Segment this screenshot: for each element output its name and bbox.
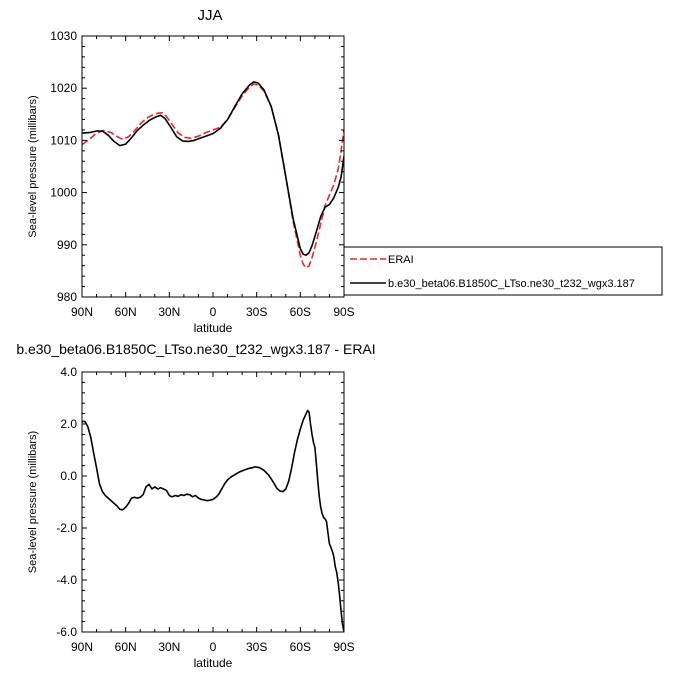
x-tick-label: 0 <box>210 305 217 319</box>
y-tick-label: 1020 <box>50 81 77 95</box>
y-tick-label: 0.0 <box>60 469 77 483</box>
x-tick-label: 60N <box>115 305 137 319</box>
x-axis-label: latitude <box>194 656 233 670</box>
y-tick-label: 1030 <box>50 29 77 43</box>
y-tick-label: 4.0 <box>60 365 77 379</box>
y-tick-label: 990 <box>57 238 77 252</box>
y-tick-label: -2.0 <box>56 521 77 535</box>
chart-title: b.e30_beta06.B1850C_LTso.ne30_t232_wgx3.… <box>16 341 375 357</box>
plot-frame <box>81 35 345 298</box>
x-tick-label: 90S <box>333 640 354 654</box>
plot-frame <box>81 371 345 633</box>
series-line-erai <box>82 83 344 269</box>
y-tick-label: -6.0 <box>56 625 77 639</box>
x-tick-label: 90N <box>71 640 93 654</box>
x-tick-label: 30S <box>246 640 267 654</box>
x-tick-label: 0 <box>210 640 217 654</box>
x-tick-label: 60S <box>290 640 311 654</box>
y-tick-label: 980 <box>57 290 77 304</box>
y-tick-label: 1000 <box>50 186 77 200</box>
x-tick-label: 60S <box>290 305 311 319</box>
series-line-difference <box>82 409 344 632</box>
y-axis-label: Sea-level pressure (millibars) <box>27 95 39 237</box>
legend-entry-label: ERAI <box>388 254 414 266</box>
y-axis-label: Sea-level pressure (millibars) <box>27 431 39 573</box>
x-axis-label: latitude <box>194 321 233 335</box>
legend-box <box>343 246 663 296</box>
y-tick-label: 2.0 <box>60 417 77 431</box>
series-line-b-e30-beta06-b1850c-ltso-ne30-t232-wgx3-187 <box>82 81 344 256</box>
y-tick-label: 1010 <box>50 133 77 147</box>
x-tick-label: 30S <box>246 305 267 319</box>
chart-title: JJA <box>197 7 222 24</box>
x-tick-label: 30N <box>158 640 180 654</box>
x-tick-label: 30N <box>158 305 180 319</box>
x-tick-label: 90N <box>71 305 93 319</box>
y-tick-label: -4.0 <box>56 573 77 587</box>
legend-entry-label: b.e30_beta06.B1850C_LTso.ne30_t232_wgx3.… <box>388 278 635 290</box>
x-tick-label: 90S <box>333 305 354 319</box>
x-tick-label: 60N <box>115 640 137 654</box>
